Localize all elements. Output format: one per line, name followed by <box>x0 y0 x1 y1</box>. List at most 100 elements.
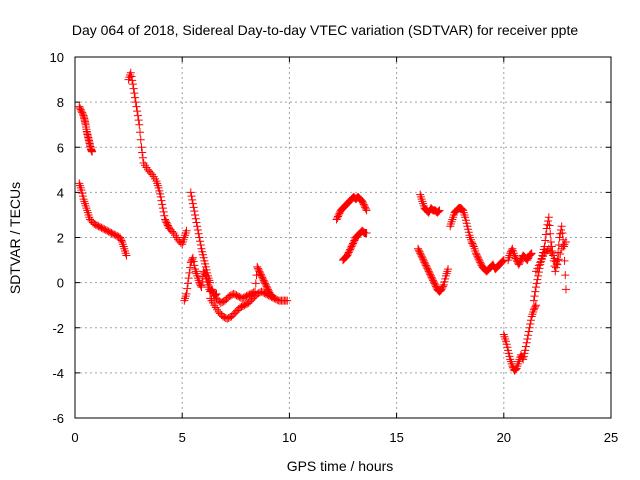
data-point <box>127 72 136 81</box>
data-point <box>76 104 85 113</box>
data-point <box>138 148 147 157</box>
data-point <box>415 247 424 256</box>
data-point <box>94 222 103 231</box>
data-point <box>531 301 540 310</box>
data-point <box>439 280 448 289</box>
data-point <box>414 244 423 253</box>
axis-ticks: 0 5 10 15 20 25 -6 -4 -2 0 2 4 6 8 10 <box>50 50 619 445</box>
data-point <box>526 319 535 328</box>
data-point <box>524 327 533 336</box>
data-point <box>78 192 87 201</box>
series-seg-d <box>180 253 221 305</box>
data-point <box>199 267 208 276</box>
data-point <box>549 251 558 260</box>
data-point <box>541 247 550 256</box>
y-tick-label: -4 <box>52 366 64 381</box>
data-point <box>256 270 265 279</box>
data-point <box>519 352 528 361</box>
data-point <box>468 239 477 248</box>
data-point <box>238 294 247 303</box>
data-point <box>236 303 245 312</box>
data-point <box>188 195 197 204</box>
data-point <box>502 340 511 349</box>
y-tick-label: 2 <box>57 231 64 246</box>
data-point <box>521 342 530 351</box>
data-point <box>86 215 95 224</box>
data-point <box>126 68 135 77</box>
data-point <box>347 242 356 251</box>
data-point <box>416 249 425 258</box>
data-point <box>186 263 195 272</box>
data-point <box>227 312 236 321</box>
data-point <box>221 296 230 305</box>
data-point <box>163 219 172 228</box>
data-point <box>344 248 353 257</box>
series-seg-m <box>499 301 540 375</box>
data-point <box>143 165 152 174</box>
data-point <box>134 116 143 125</box>
data-point <box>216 309 225 318</box>
data-point <box>241 300 250 309</box>
series-seg-i <box>339 226 371 265</box>
data-point <box>248 294 257 303</box>
y-tick-label: -6 <box>52 411 64 426</box>
data-point <box>155 186 164 195</box>
data-point <box>546 229 555 238</box>
data-point <box>75 102 84 111</box>
x-tick-label: 10 <box>282 430 296 445</box>
data-point <box>526 316 535 325</box>
data-point <box>161 216 170 225</box>
data-point <box>103 226 112 235</box>
data-point <box>359 198 368 207</box>
data-point <box>557 222 566 231</box>
data-point <box>541 236 550 245</box>
data-point <box>242 292 251 301</box>
data-point <box>222 295 231 304</box>
data-point <box>429 276 438 285</box>
data-point <box>218 312 227 321</box>
data-point <box>201 259 210 268</box>
data-point <box>256 268 265 277</box>
data-point <box>260 289 269 298</box>
data-point <box>253 264 262 273</box>
data-point <box>245 290 254 299</box>
data-point <box>358 197 367 206</box>
data-point <box>247 295 256 304</box>
data-point <box>523 256 532 265</box>
data-point <box>531 287 540 296</box>
data-point <box>122 251 131 260</box>
data-point <box>534 261 543 270</box>
data-point <box>334 210 343 219</box>
data-point <box>437 285 446 294</box>
data-point <box>348 241 357 250</box>
data-point <box>258 288 267 297</box>
data-point <box>333 212 342 221</box>
series-seg-o <box>529 213 570 305</box>
data-point <box>104 227 113 236</box>
data-point <box>537 255 546 264</box>
data-point <box>158 200 167 209</box>
data-point <box>216 298 225 307</box>
series-seg-a <box>75 102 97 156</box>
data-point <box>267 291 276 300</box>
data-point <box>541 230 550 239</box>
data-point <box>469 241 478 250</box>
data-point <box>514 260 523 269</box>
data-point <box>511 253 520 262</box>
data-point <box>184 274 193 283</box>
data-point <box>421 259 430 268</box>
data-point <box>417 252 426 261</box>
data-point <box>261 279 270 288</box>
data-point <box>200 256 209 265</box>
data-point <box>106 228 115 237</box>
data-point <box>78 110 87 119</box>
y-tick-label: 4 <box>57 185 64 200</box>
data-point <box>504 349 513 358</box>
data-point <box>464 225 473 234</box>
data-point <box>262 282 271 291</box>
y-axis-label: SDTVAR / TECUs <box>7 182 23 294</box>
data-point <box>156 189 165 198</box>
data-point <box>510 251 519 260</box>
series-seg-e <box>186 188 215 287</box>
data-point <box>424 265 433 274</box>
